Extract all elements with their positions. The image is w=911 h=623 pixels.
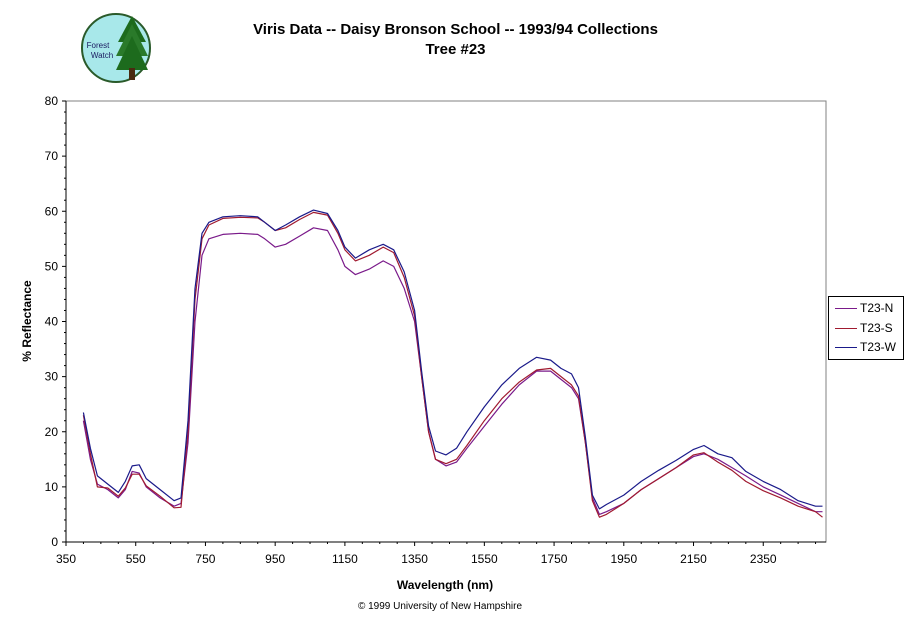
series-line-t23-n bbox=[82, 227, 823, 516]
legend-swatch-t23-s bbox=[835, 328, 857, 329]
series-group bbox=[82, 209, 823, 518]
logo-text-line1: Forest bbox=[87, 41, 110, 50]
legend-swatch-t23-w bbox=[835, 347, 857, 348]
logo-text-line2: Watch bbox=[91, 51, 113, 60]
x-tick-label: 350 bbox=[56, 552, 76, 566]
x-tick-label: 2350 bbox=[750, 552, 777, 566]
forest-watch-logo: Forest Watch bbox=[81, 13, 151, 83]
legend-item-t23-n: T23-N bbox=[835, 300, 901, 316]
y-tick-label: 60 bbox=[45, 204, 59, 218]
y-tick-label: 0 bbox=[51, 535, 58, 549]
x-tick-label: 2150 bbox=[680, 552, 707, 566]
legend-label-t23-w: T23-W bbox=[860, 340, 896, 354]
y-tick-label: 10 bbox=[45, 480, 59, 494]
logo-tree-icon bbox=[116, 16, 148, 80]
series-line-t23-w bbox=[82, 209, 823, 510]
legend-item-t23-s: T23-S bbox=[835, 320, 901, 336]
x-tick-label: 950 bbox=[265, 552, 285, 566]
legend-label-t23-s: T23-S bbox=[860, 321, 893, 335]
y-tick-label: 80 bbox=[45, 94, 59, 108]
plot-area-frame bbox=[65, 100, 827, 543]
x-tick-label: 1150 bbox=[332, 552, 358, 566]
copyright-notice: © 1999 University of New Hampshire bbox=[357, 601, 523, 612]
legend-item-t23-w: T23-W bbox=[835, 339, 901, 355]
chart-legend: T23-N T23-S T23-W bbox=[828, 296, 904, 360]
chart-subtitle: Tree #23 bbox=[425, 41, 486, 58]
x-axis-label: Wavelength (nm) bbox=[397, 578, 493, 592]
y-axis-label: % Reflectance bbox=[20, 280, 34, 362]
x-tick-label: 1550 bbox=[471, 552, 498, 566]
y-tick-label: 70 bbox=[45, 149, 59, 163]
x-tick-label: 1350 bbox=[401, 552, 428, 566]
y-tick-label: 30 bbox=[45, 370, 59, 384]
chart-title: Viris Data -- Daisy Bronson School -- 19… bbox=[253, 21, 658, 38]
chart-title-block: Viris Data -- Daisy Bronson School -- 19… bbox=[0, 20, 911, 60]
legend-label-t23-n: T23-N bbox=[860, 301, 894, 315]
series-line-t23-s bbox=[82, 211, 823, 518]
y-tick-label: 50 bbox=[45, 259, 59, 273]
x-tick-label: 550 bbox=[126, 552, 146, 566]
x-tick-label: 1750 bbox=[541, 552, 568, 566]
legend-swatch-t23-n bbox=[835, 308, 857, 309]
axes: 0 10 20 30 40 50 60 70 80 350 550 750 950 1150 1350 155… bbox=[45, 94, 826, 566]
x-tick-label: 1950 bbox=[610, 552, 637, 566]
y-tick-label: 20 bbox=[45, 425, 59, 439]
x-tick-label: 750 bbox=[195, 552, 215, 566]
y-tick-label: 40 bbox=[45, 315, 59, 329]
